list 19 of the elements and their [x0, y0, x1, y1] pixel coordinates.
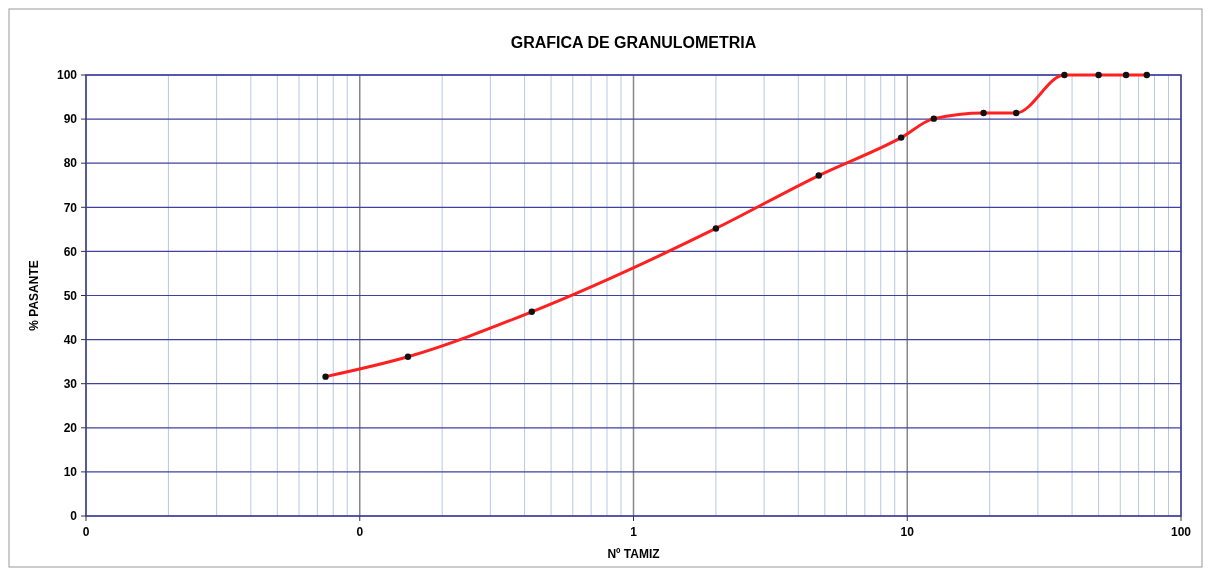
- y-tick-label: 20: [63, 421, 78, 435]
- x-tick-label: 10: [900, 525, 915, 539]
- y-tick-label: 80: [63, 156, 78, 171]
- x-tick-label: 100: [1170, 525, 1192, 539]
- x-tick-label: 1: [630, 525, 638, 539]
- y-tick-label: 70: [63, 200, 78, 215]
- y-tick-label: 60: [63, 244, 78, 259]
- y-tick-label: 40: [63, 332, 78, 347]
- x-tick-label: 0: [356, 525, 364, 539]
- chart-title: GRAFICA DE GRANULOMETRIA: [510, 34, 757, 51]
- y-axis-title: % PASANTE: [27, 260, 41, 331]
- y-tick-label: 100: [56, 68, 78, 83]
- y-tick-label: 0: [70, 509, 78, 524]
- y-tick-label: 50: [63, 288, 78, 303]
- x-tick-label: 0: [82, 525, 90, 539]
- y-tick-label: 90: [63, 112, 78, 127]
- y-tick-label: 30: [63, 376, 78, 391]
- y-tick-label: 10: [63, 465, 78, 480]
- x-axis-title: Nº TAMIZ: [607, 547, 660, 561]
